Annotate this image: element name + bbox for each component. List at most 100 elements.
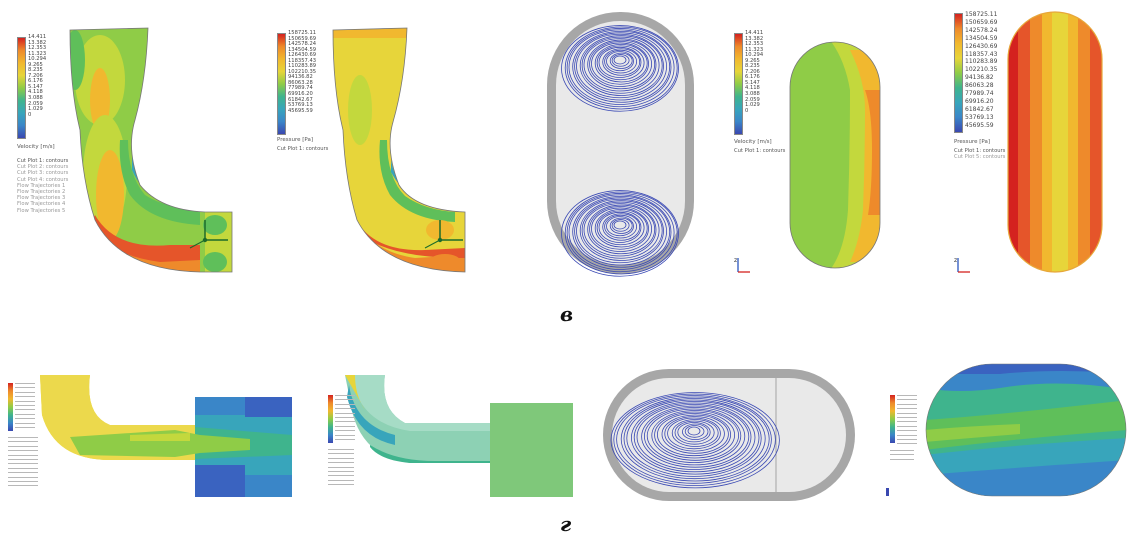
streamline	[576, 198, 664, 264]
streamline	[661, 414, 729, 454]
streamline	[604, 49, 637, 74]
axis-triad-icon: z	[734, 257, 750, 273]
streamline	[583, 203, 657, 257]
streamline-panel	[540, 0, 700, 290]
legend-tick: 102210.35	[288, 68, 317, 75]
legend-plot-list: Cut Plot 1: contours Cut Plot 5: contours	[954, 148, 1005, 160]
legend-tick: 142578.24	[965, 26, 998, 34]
streamline	[596, 210, 645, 246]
streamline	[574, 32, 667, 101]
streamline-horizontal-plot	[603, 369, 855, 501]
legend-tick: 0	[745, 107, 749, 114]
streamline	[671, 419, 719, 447]
streamline	[568, 29, 672, 105]
legend-tick: 77989.74	[288, 85, 313, 92]
streamline	[609, 52, 633, 69]
legend-tick: 11.323	[28, 50, 47, 57]
legend-tick: 10.294	[28, 56, 47, 63]
streamline	[587, 204, 656, 255]
pressure-horizontal-panel	[325, 375, 585, 500]
legend-tick: 5.147	[28, 83, 43, 90]
legend-tick: 158725.11	[288, 30, 317, 36]
legend-tick: 3.088	[28, 95, 43, 102]
legend-tick: 86063.28	[965, 82, 994, 90]
streamline	[579, 200, 663, 261]
legend-tick: 134504.59	[288, 46, 317, 53]
color-scale-bar	[734, 33, 743, 135]
color-scale-bar	[890, 395, 895, 443]
legend-tick: 118357.43	[965, 50, 998, 58]
legend-tick: 9.265	[28, 61, 43, 68]
streamline	[589, 206, 652, 252]
streamline	[684, 425, 705, 438]
streamline	[594, 208, 648, 248]
streamline	[613, 220, 627, 230]
color-scale-bar	[954, 13, 963, 133]
streamline	[674, 420, 715, 445]
legend-tick: 6.176	[28, 78, 43, 85]
legend-tick: 77989.74	[965, 90, 994, 98]
streamline	[654, 411, 735, 459]
streamline	[636, 404, 752, 470]
legend-tick: 45695.59	[965, 121, 994, 129]
axis-triad-icon: z	[954, 257, 970, 273]
legend-tick: 9.265	[745, 57, 760, 64]
pressure-capsule-panel: z 158725.11 150659.69 142578.24 134504.59 12…	[900, 0, 1132, 290]
legend-unit-label: Pressure [Pa]	[277, 137, 313, 143]
legend-tick: 69916.20	[965, 97, 994, 105]
streamline	[611, 54, 630, 67]
legend-tick: 118357.43	[288, 57, 317, 64]
streamline	[613, 393, 776, 487]
streamline	[623, 398, 766, 480]
legend-tick: 3.088	[745, 91, 760, 98]
legend-tick-labels: 158725.11 150659.69 142578.24 134504.59 1264…	[288, 30, 317, 114]
streamline	[564, 26, 678, 110]
legend-tick: 102210.35	[965, 66, 998, 74]
legend-plot-item: Cut Plot 4: contours	[17, 176, 69, 183]
streamline	[616, 395, 772, 484]
streamline	[568, 194, 672, 270]
color-scale-bar	[328, 395, 333, 443]
streamline	[677, 422, 711, 443]
streamline-vortex-bottom	[561, 190, 679, 277]
legend-tick: 94136.82	[288, 74, 313, 81]
legend-plot-item: Flow Trajectories 1	[17, 182, 66, 189]
streamline	[667, 417, 721, 450]
legend-tick: 150659.69	[965, 18, 998, 26]
streamline	[572, 195, 671, 268]
legend-plot-item: Flow Trajectories 3	[17, 195, 66, 202]
legend-tick: 61842.67	[288, 96, 313, 103]
streamline	[606, 216, 634, 237]
streamline	[651, 410, 739, 461]
legend-tick: 69916.20	[288, 91, 313, 98]
streamline	[581, 201, 660, 259]
streamline	[572, 30, 671, 103]
pressure-contour-plot	[332, 27, 466, 273]
legend-tick: 14.411	[745, 30, 764, 36]
legend-tick: 7.206	[28, 72, 43, 79]
legend-tick: 86063.28	[288, 79, 313, 86]
color-scale-bar	[17, 37, 26, 139]
blue-edge-mark	[886, 488, 889, 496]
streamline	[646, 408, 742, 464]
legend-tick: 158725.11	[965, 11, 998, 18]
legend-tick: 142578.24	[288, 41, 317, 48]
legend-tick: 53769.13	[965, 113, 994, 121]
velocity-capsule-panel: z 14.411 13.382 12.353 11.323 10.294 9.265 8.2…	[700, 0, 900, 290]
streamline	[583, 38, 657, 92]
streamline	[566, 193, 675, 273]
pressure-horizontal-capsule-panel	[880, 360, 1132, 505]
streamline	[610, 392, 780, 489]
pressure-capsule-plot: z	[954, 11, 1103, 273]
streamline	[579, 35, 663, 96]
legend-tick: 0	[28, 111, 32, 118]
legend-plot-item: Flow Trajectories 2	[17, 189, 66, 196]
streamline	[657, 413, 731, 457]
legend-tick: 4.118	[745, 85, 760, 92]
legend-plot-list: Cut Plot 1: contours	[277, 146, 328, 152]
streamline	[643, 407, 746, 466]
streamline	[581, 36, 660, 94]
streamline	[561, 25, 679, 112]
legend-tick: 4.118	[28, 89, 43, 96]
legend-tick: 134504.59	[965, 34, 998, 42]
